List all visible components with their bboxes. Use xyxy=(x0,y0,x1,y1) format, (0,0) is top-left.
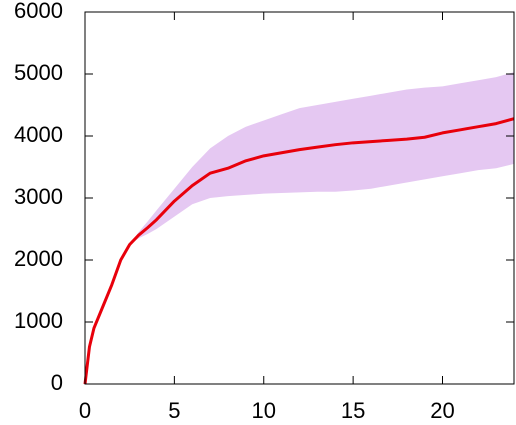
series-line xyxy=(83,117,515,385)
x-tick-label: 0 xyxy=(79,398,91,423)
plot-frame xyxy=(84,11,515,385)
y-tick-label: 5000 xyxy=(14,60,63,85)
y-tick-label: 6000 xyxy=(14,0,63,23)
x-tick-label: 10 xyxy=(252,398,276,423)
y-tick-label: 2000 xyxy=(14,246,63,271)
y-tick-label: 0 xyxy=(51,370,63,395)
y-tick-label: 3000 xyxy=(14,184,63,209)
x-tick-label: 5 xyxy=(168,398,180,423)
y-tick-label: 4000 xyxy=(14,122,63,147)
x-tick-label: 20 xyxy=(430,398,454,423)
band xyxy=(85,72,514,384)
y-tick-label: 1000 xyxy=(14,308,63,333)
x-tick-label: 15 xyxy=(341,398,365,423)
